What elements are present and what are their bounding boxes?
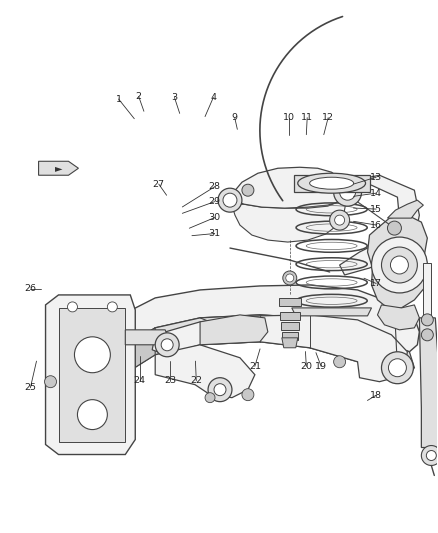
Polygon shape	[85, 315, 414, 392]
Polygon shape	[292, 308, 371, 316]
Polygon shape	[419, 318, 438, 448]
Circle shape	[218, 188, 242, 212]
Circle shape	[214, 384, 226, 395]
Circle shape	[388, 221, 401, 235]
Text: 31: 31	[208, 229, 221, 238]
Circle shape	[371, 237, 427, 293]
Circle shape	[67, 302, 78, 312]
Polygon shape	[125, 330, 168, 345]
Circle shape	[74, 337, 110, 373]
Text: 1: 1	[116, 94, 122, 103]
Polygon shape	[152, 315, 407, 382]
Circle shape	[381, 247, 417, 283]
Text: 18: 18	[370, 391, 382, 400]
Polygon shape	[388, 200, 424, 218]
Text: 29: 29	[208, 197, 221, 206]
Ellipse shape	[298, 173, 366, 193]
Text: 3: 3	[171, 93, 177, 102]
Text: 10: 10	[283, 113, 295, 122]
Circle shape	[161, 339, 173, 351]
Text: 9: 9	[232, 113, 238, 122]
Circle shape	[334, 356, 346, 368]
Polygon shape	[108, 328, 155, 382]
Circle shape	[242, 184, 254, 196]
Text: 24: 24	[134, 376, 145, 385]
Circle shape	[421, 314, 433, 326]
Circle shape	[45, 376, 57, 387]
Bar	[280, 312, 300, 320]
Text: 19: 19	[315, 362, 327, 371]
Circle shape	[334, 178, 361, 206]
Circle shape	[155, 333, 179, 357]
Circle shape	[242, 389, 254, 401]
Circle shape	[335, 215, 345, 225]
Polygon shape	[39, 161, 78, 175]
Circle shape	[286, 274, 294, 282]
Circle shape	[421, 329, 433, 341]
Text: 27: 27	[153, 180, 165, 189]
Text: 16: 16	[370, 221, 382, 230]
Text: ►: ►	[55, 163, 62, 173]
Circle shape	[381, 352, 413, 384]
Polygon shape	[232, 202, 346, 242]
Text: 20: 20	[300, 362, 312, 371]
Polygon shape	[232, 167, 348, 208]
Text: 26: 26	[25, 284, 36, 293]
Circle shape	[330, 210, 350, 230]
Circle shape	[390, 256, 408, 274]
Ellipse shape	[310, 177, 353, 189]
Circle shape	[78, 400, 107, 430]
Text: 21: 21	[249, 362, 261, 371]
Polygon shape	[378, 305, 419, 330]
Text: 11: 11	[301, 113, 313, 122]
Polygon shape	[155, 345, 255, 398]
Text: 25: 25	[25, 383, 36, 392]
Bar	[282, 332, 298, 340]
Circle shape	[223, 193, 237, 207]
Circle shape	[208, 378, 232, 402]
Text: 30: 30	[208, 213, 221, 222]
Polygon shape	[46, 295, 135, 455]
Text: 23: 23	[164, 376, 176, 385]
Polygon shape	[339, 175, 419, 275]
Text: 4: 4	[210, 93, 216, 102]
Text: 17: 17	[370, 279, 382, 288]
Circle shape	[421, 446, 438, 465]
Polygon shape	[367, 215, 429, 308]
Text: 13: 13	[370, 173, 382, 182]
Text: 2: 2	[136, 92, 141, 101]
Text: 15: 15	[370, 205, 382, 214]
Circle shape	[205, 393, 215, 402]
Text: 22: 22	[190, 376, 202, 385]
Polygon shape	[200, 315, 268, 345]
Text: 12: 12	[322, 113, 334, 122]
Polygon shape	[424, 263, 431, 318]
Text: 14: 14	[370, 189, 382, 198]
Bar	[281, 322, 299, 330]
Bar	[279, 298, 301, 306]
Polygon shape	[282, 338, 298, 348]
Circle shape	[107, 302, 117, 312]
Polygon shape	[59, 308, 125, 441]
Circle shape	[339, 184, 356, 200]
Circle shape	[283, 271, 297, 285]
Polygon shape	[88, 285, 419, 368]
Text: 28: 28	[208, 182, 221, 191]
Polygon shape	[294, 175, 370, 192]
Circle shape	[426, 450, 436, 461]
Circle shape	[389, 359, 406, 377]
